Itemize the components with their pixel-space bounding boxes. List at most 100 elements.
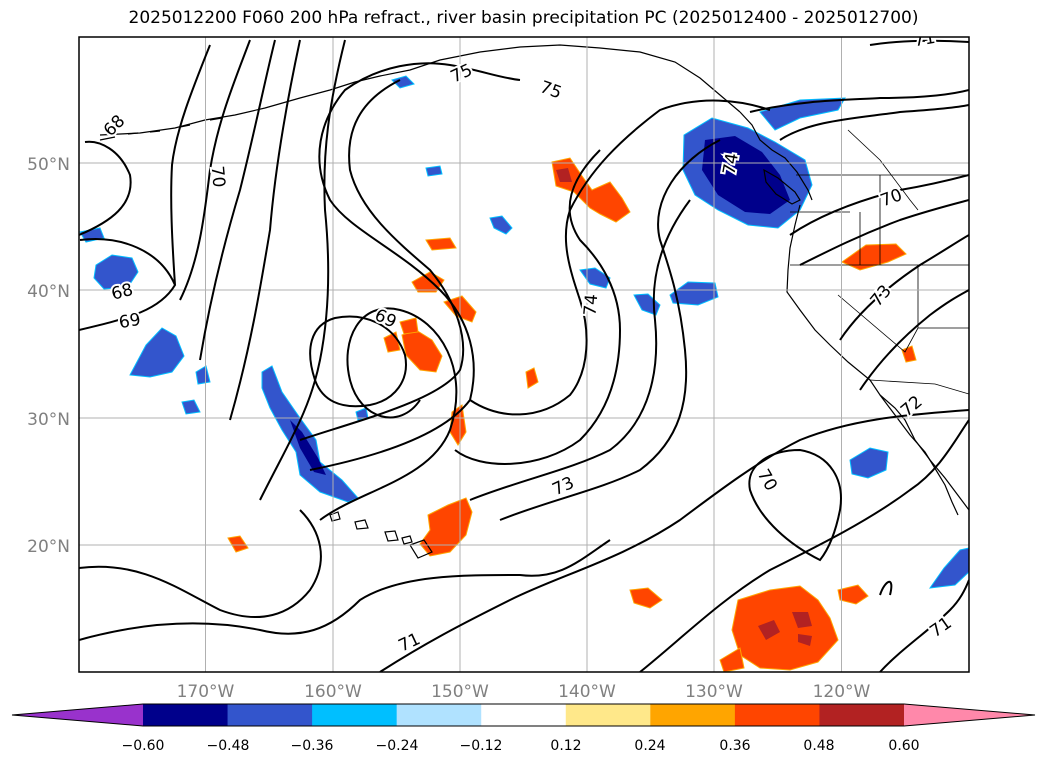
contour-line — [79, 539, 611, 641]
contour-line — [639, 419, 969, 672]
precip-blob — [290, 420, 326, 475]
contour-line — [309, 315, 407, 408]
contour-label: 69 — [117, 310, 142, 333]
positive-precip-areas — [227, 157, 917, 672]
contour-label: 68 — [100, 111, 129, 140]
precip-blob — [579, 267, 611, 289]
colorbar-segment — [481, 704, 567, 726]
vancouver-island — [763, 168, 801, 205]
precip-blob — [181, 399, 201, 415]
precip-blob — [227, 535, 249, 553]
contour-label: 75 — [537, 77, 564, 103]
contour-line — [259, 39, 346, 501]
latitude-labels: 50°N 40°N 30°N 20°N — [27, 155, 70, 557]
colorbar-tick: −0.36 — [291, 738, 334, 754]
precip-blob — [425, 165, 443, 177]
contour-line — [469, 99, 771, 416]
contour-label: 71 — [912, 28, 937, 51]
precip-blob — [556, 168, 572, 182]
contour-line — [779, 104, 969, 141]
contour-label: 74 — [580, 293, 602, 316]
lon-label-150w: 150°W — [431, 682, 489, 702]
precip-blob — [798, 634, 812, 646]
alaska-coast — [99, 44, 741, 136]
precip-blob — [399, 317, 419, 335]
lat-label-40n: 40°N — [27, 282, 70, 302]
precip-blob — [525, 367, 539, 389]
precip-blob — [195, 365, 211, 385]
contour-line — [748, 448, 842, 562]
colorbar-tick: 0.60 — [888, 738, 919, 754]
coastlines — [99, 44, 969, 559]
colorbar-segment — [143, 704, 229, 726]
colorbar-segment — [650, 704, 736, 726]
contour-line — [839, 234, 969, 341]
hawaii-4 — [409, 539, 433, 559]
contour-line — [309, 62, 521, 471]
contour-line — [199, 39, 276, 361]
precip-blob — [731, 585, 839, 671]
colorbar-tick: 0.36 — [719, 738, 750, 754]
lon-label-120w: 120°W — [813, 682, 871, 702]
contour-line — [869, 39, 969, 46]
hawaii-5 — [401, 535, 413, 545]
lon-label-160w: 160°W — [304, 682, 362, 702]
contour-label: 75 — [448, 60, 476, 87]
map-title: 2025012200 F060 200 hPa refract., river … — [128, 8, 919, 28]
longitude-labels: 170°W 160°W 150°W 140°W 130°W 120°W — [177, 682, 871, 702]
contour-line — [749, 89, 969, 113]
contour-line — [499, 139, 721, 521]
contour-line — [879, 580, 893, 596]
contour-line — [379, 409, 969, 672]
contour-line — [454, 149, 622, 465]
precip-blob — [633, 293, 661, 316]
colorbar-tick: 0.24 — [634, 738, 665, 754]
aleutian-islands — [99, 117, 223, 141]
precip-blob — [261, 365, 359, 503]
contour-label: 71 — [396, 629, 424, 656]
contour-line — [179, 39, 251, 301]
precip-blob — [849, 447, 889, 479]
graticule — [79, 37, 969, 672]
colorbar: −0.60 −0.48 −0.36 −0.24 −0.12 0.12 0.24 … — [11, 703, 1036, 754]
precip-blob — [419, 497, 473, 557]
contour-line — [859, 289, 969, 391]
contour-line — [799, 199, 969, 266]
lat-label-20n: 20°N — [27, 537, 70, 557]
colorbar-under-extend — [12, 704, 143, 726]
precip-blob — [401, 329, 443, 373]
colorbar-segment — [819, 704, 905, 726]
precip-blob — [901, 345, 917, 363]
us-west-coast — [786, 204, 969, 511]
refractivity-contours — [79, 39, 969, 672]
precip-blob — [928, 547, 969, 589]
contour-label: 70 — [207, 165, 229, 188]
precip-blob — [758, 620, 780, 640]
contour-line — [229, 39, 301, 421]
negative-precip-areas — [79, 75, 969, 589]
hawaii-2 — [354, 519, 369, 530]
lon-label-170w: 170°W — [177, 682, 235, 702]
precip-blob — [719, 647, 745, 672]
colorbar-over-extend — [904, 704, 1035, 726]
contour-line — [469, 199, 691, 501]
state-border — [790, 175, 969, 353]
colorbar-tick: −0.24 — [376, 738, 419, 754]
precip-blob — [93, 254, 139, 290]
bc-coast — [739, 111, 813, 201]
precip-blob — [792, 612, 812, 628]
colorbar-segment — [227, 704, 313, 726]
hawaii-1 — [329, 511, 341, 522]
colorbar-segment — [565, 704, 651, 726]
colorbar-segment — [734, 704, 820, 726]
hawaii-3 — [384, 530, 399, 542]
lon-label-130w: 130°W — [685, 682, 743, 702]
lat-label-30n: 30°N — [27, 410, 70, 430]
colorbar-segment — [312, 704, 398, 726]
colorbar-tick: −0.60 — [122, 738, 165, 754]
colorbar-tick-labels: −0.60 −0.48 −0.36 −0.24 −0.12 0.12 0.24 … — [122, 738, 920, 754]
contour-line — [299, 79, 465, 441]
precip-blob — [489, 215, 513, 235]
precip-blob — [629, 587, 663, 609]
